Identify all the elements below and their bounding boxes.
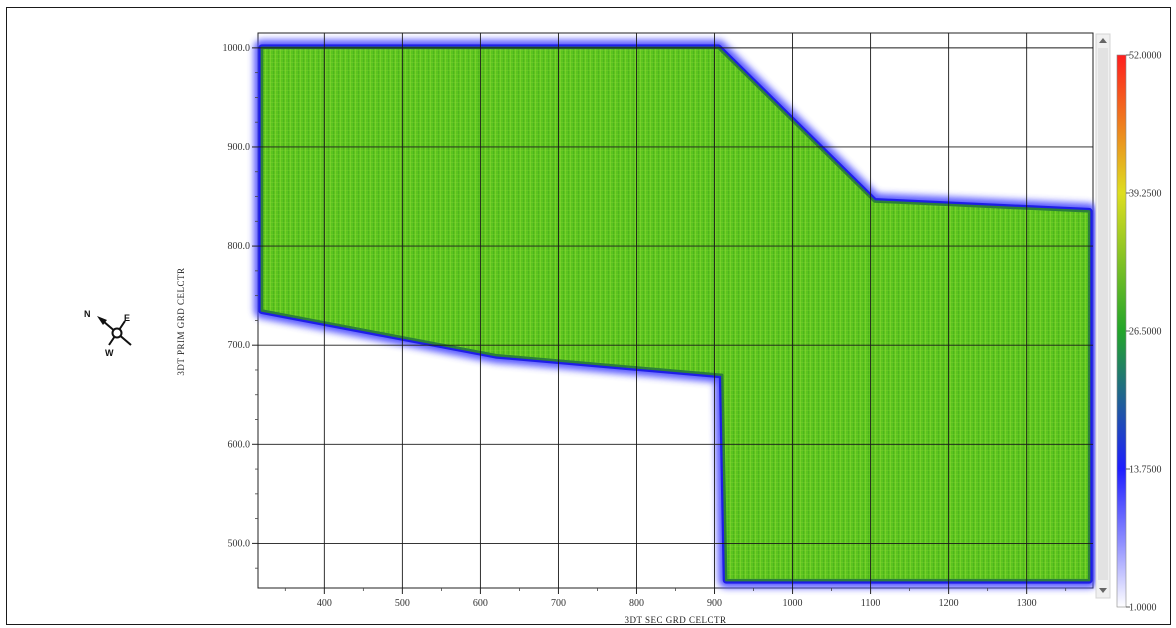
x-tick-label: 1300 xyxy=(1017,598,1037,609)
y-tick-label: 800.0 xyxy=(228,241,251,252)
x-tick-label: 800 xyxy=(629,598,644,609)
compass-north-label: N xyxy=(84,309,91,319)
colorbar-tick-label: 39.2500 xyxy=(1129,189,1162,200)
x-tick-label: 1100 xyxy=(861,598,881,609)
x-tick-label: 400 xyxy=(317,598,332,609)
x-axis-title: 3DT SEC GRD CELCTR xyxy=(624,615,726,625)
vertical-scrollbar[interactable] xyxy=(1095,33,1111,599)
x-tick-label: 700 xyxy=(551,598,566,609)
x-tick-label: 900 xyxy=(707,598,722,609)
y-tick-label: 1000.0 xyxy=(223,43,251,54)
x-axis-ticks: 400 500 600 700 800 900 1000 1100 1200 1300 xyxy=(284,588,1067,609)
colorbar-tick-label: 1.0000 xyxy=(1129,603,1157,614)
coverage-fill xyxy=(260,46,1091,582)
y-tick-label: 900.0 xyxy=(228,142,251,153)
scroll-down-arrow-icon[interactable] xyxy=(1099,588,1107,593)
y-tick-label: 500.0 xyxy=(228,538,251,549)
scroll-up-arrow-icon[interactable] xyxy=(1099,38,1107,43)
survey-coverage xyxy=(253,39,1098,589)
chart-frame xyxy=(6,7,1171,625)
compass-east-label: E xyxy=(124,313,130,323)
x-tick-label: 600 xyxy=(473,598,488,609)
y-axis-ticks: 500.0 600.0 700.0 800.0 900.0 1000.0 xyxy=(223,43,258,569)
compass-rose-icon: N E W xyxy=(84,309,132,358)
x-tick-label: 1000 xyxy=(783,598,803,609)
y-tick-label: 700.0 xyxy=(228,340,251,351)
y-axis-title: 3DT PRIM GRD CELCTR xyxy=(176,268,186,376)
colorbar-tick-label: 26.5000 xyxy=(1129,327,1162,338)
compass-west-label: W xyxy=(105,348,114,358)
colorbar-tick-label: 52.0000 xyxy=(1129,51,1162,62)
y-tick-label: 600.0 xyxy=(228,439,251,450)
colorbar: 52.0000 39.2500 26.5000 13.7500 1.0000 xyxy=(1116,51,1162,614)
grid-lines xyxy=(258,33,1093,588)
colorbar-tick-label: 13.7500 xyxy=(1129,465,1162,476)
x-tick-label: 500 xyxy=(395,598,410,609)
x-tick-label: 1200 xyxy=(939,598,959,609)
